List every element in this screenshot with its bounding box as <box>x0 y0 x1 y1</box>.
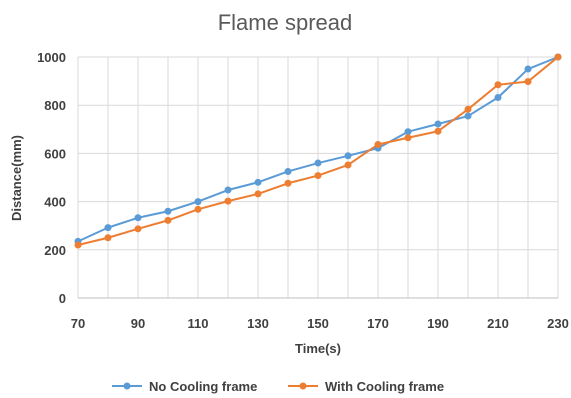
data-point-series-0 <box>314 159 322 167</box>
data-point-series-1 <box>74 241 82 249</box>
data-point-series-0 <box>494 93 502 101</box>
data-point-series-0 <box>464 112 472 120</box>
x-tick-label: 110 <box>188 316 209 331</box>
data-point-series-1 <box>284 179 292 187</box>
data-point-series-1 <box>554 53 562 61</box>
data-point-series-0 <box>224 186 232 194</box>
y-tick-label: 600 <box>44 146 66 161</box>
data-point-series-1 <box>524 78 532 86</box>
y-tick-label: 200 <box>44 243 66 258</box>
series-points <box>74 53 562 249</box>
data-point-series-1 <box>134 225 142 233</box>
data-point-series-0 <box>524 65 532 73</box>
chart-title: Flame spread <box>218 10 353 35</box>
data-point-series-0 <box>434 120 442 128</box>
data-point-series-1 <box>104 234 112 242</box>
data-point-series-1 <box>314 172 322 180</box>
x-tick-label: 170 <box>367 316 389 331</box>
data-point-series-1 <box>404 134 412 142</box>
data-point-series-1 <box>494 81 502 89</box>
data-point-series-0 <box>404 128 412 136</box>
data-point-series-1 <box>464 105 472 113</box>
data-point-series-1 <box>344 161 352 169</box>
data-point-series-0 <box>284 167 292 175</box>
data-point-series-1 <box>224 197 232 205</box>
x-tick-label: 150 <box>307 316 329 331</box>
axes: 0 200 400 600 800 1000 70 90 110 130 150 170 190 210 2… <box>37 50 569 331</box>
gridlines <box>77 56 559 298</box>
data-point-series-0 <box>194 198 202 206</box>
data-point-series-0 <box>254 178 262 186</box>
x-tick-label: 210 <box>487 316 509 331</box>
data-point-series-1 <box>164 216 172 224</box>
y-tick-label: 0 <box>59 291 66 306</box>
y-tick-label: 400 <box>44 195 66 210</box>
data-point-series-1 <box>434 127 442 135</box>
legend: No Cooling frame With Cooling frame <box>112 379 444 394</box>
x-tick-label: 90 <box>131 316 145 331</box>
legend-label-1: With Cooling frame <box>325 379 444 394</box>
data-point-series-1 <box>194 205 202 213</box>
x-tick-label: 130 <box>247 316 269 331</box>
x-tick-label: 190 <box>427 316 449 331</box>
x-tick-label: 230 <box>547 316 569 331</box>
legend-marker-1 <box>299 382 307 390</box>
x-tick-label: 70 <box>71 316 85 331</box>
y-tick-label: 1000 <box>37 50 66 65</box>
data-point-series-0 <box>134 214 142 222</box>
legend-marker-0 <box>123 382 131 390</box>
y-tick-label: 800 <box>44 98 66 113</box>
data-point-series-1 <box>254 190 262 198</box>
legend-label-0: No Cooling frame <box>149 379 257 394</box>
data-point-series-0 <box>164 207 172 215</box>
data-point-series-0 <box>344 152 352 160</box>
data-point-series-1 <box>374 140 382 148</box>
y-axis-label: Distance(mm) <box>9 135 24 221</box>
data-point-series-0 <box>104 224 112 232</box>
x-axis-label: Time(s) <box>295 341 341 356</box>
